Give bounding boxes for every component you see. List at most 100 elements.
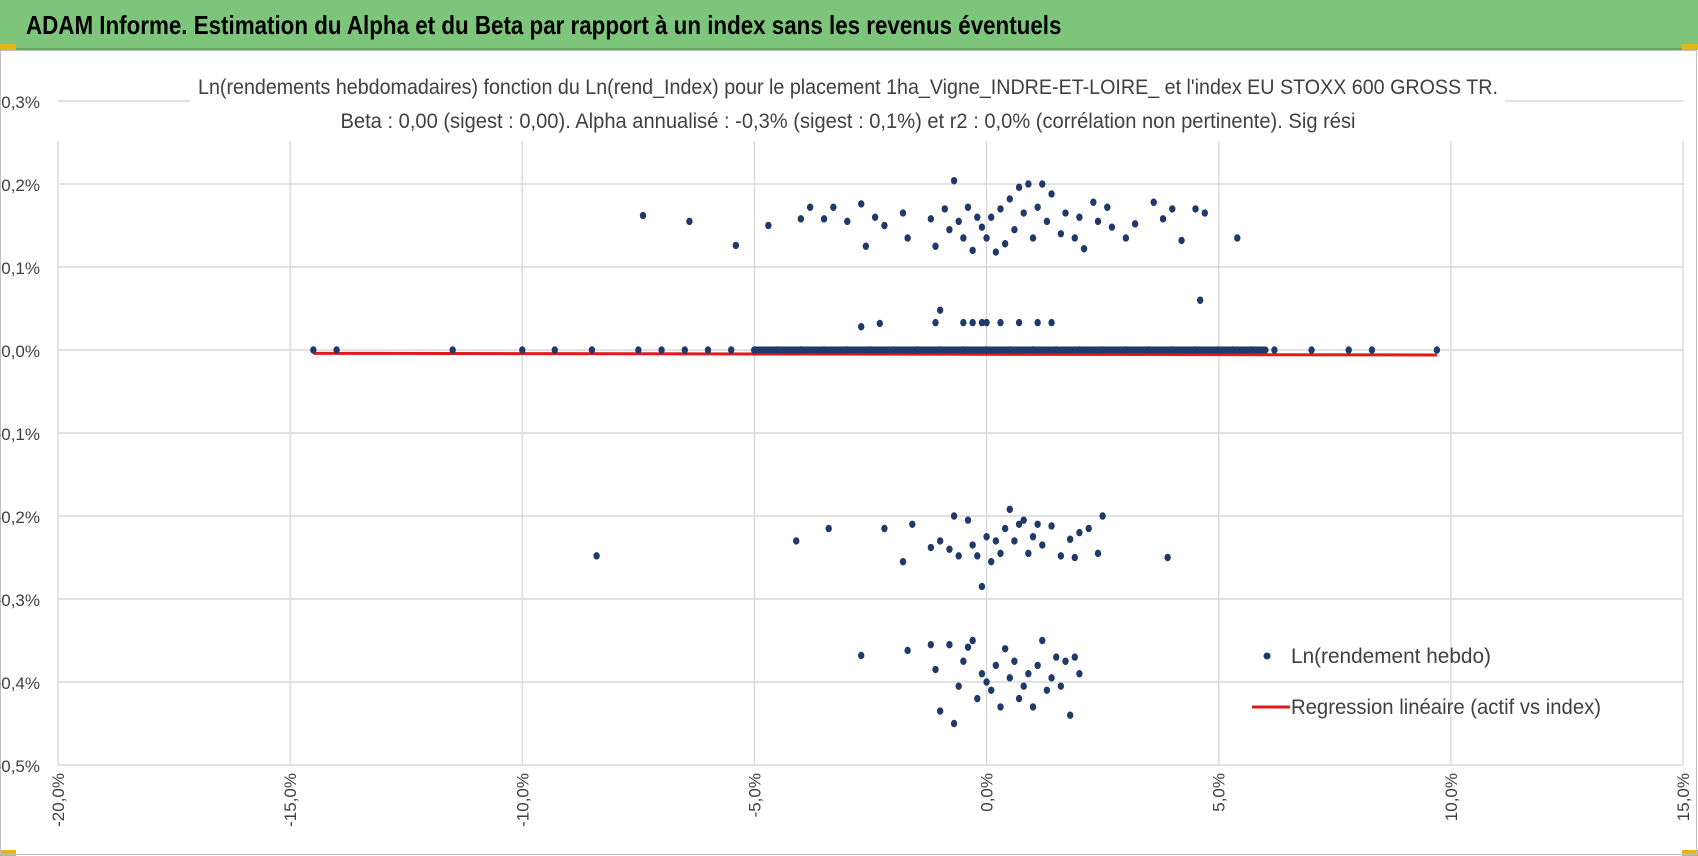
scatter-point xyxy=(1094,217,1102,226)
scatter-point xyxy=(1039,636,1046,645)
scatter-point xyxy=(1164,553,1171,562)
legend-marker-points xyxy=(1263,652,1271,660)
scatter-point xyxy=(1048,190,1055,198)
scatter-point xyxy=(1169,205,1176,213)
regression-line xyxy=(313,351,1437,357)
scatter-point xyxy=(1076,670,1083,678)
report-title: ADAM Informe. Estimation du Alpha et du … xyxy=(26,10,1062,40)
scatter-point xyxy=(988,213,995,221)
scatter-point xyxy=(1029,703,1037,711)
scatter-point xyxy=(997,205,1004,213)
scatter-point xyxy=(449,346,456,354)
scatter-point xyxy=(1015,520,1023,528)
scatter-point xyxy=(1308,346,1315,354)
scatter-point xyxy=(932,242,939,250)
scatter-point xyxy=(950,719,958,728)
scatter-point xyxy=(844,217,851,226)
scatter-point xyxy=(1090,198,1097,206)
scatter-point xyxy=(969,246,976,255)
scatter-point xyxy=(978,670,986,678)
scatter-point xyxy=(950,176,958,185)
scatter-point xyxy=(983,678,990,686)
scatter-point xyxy=(1150,198,1157,206)
y-tick-label: 0,1% xyxy=(1,259,40,278)
scatter-point xyxy=(904,234,911,242)
scatter-point xyxy=(858,323,865,331)
scatter-point xyxy=(519,346,526,354)
scatter-point xyxy=(797,215,805,223)
legend-label-points: Ln(rendement hebdo) xyxy=(1291,645,1491,668)
scatter-point xyxy=(1076,213,1083,221)
scatter-point xyxy=(844,346,851,354)
scatter-point xyxy=(681,346,688,354)
scatter-point xyxy=(1071,234,1078,242)
y-tick-label: -0,2% xyxy=(0,508,40,527)
scatter-point xyxy=(1053,653,1060,661)
scatter-point xyxy=(1108,223,1116,231)
scatter-point xyxy=(974,552,981,560)
scatter-point xyxy=(992,537,1000,545)
scatter-point xyxy=(899,557,907,566)
scatter-point xyxy=(936,346,944,354)
scatter-point xyxy=(1043,217,1051,226)
y-tick-label: 0,3% xyxy=(1,93,40,112)
scatter-point xyxy=(983,318,990,327)
scatter-point xyxy=(1011,537,1018,545)
scatter-point xyxy=(1034,520,1041,528)
scatter-point xyxy=(310,346,317,354)
scatter-point xyxy=(992,248,1000,256)
scatter-point xyxy=(1034,318,1041,327)
chart-title-line-2: Beta : 0,00 (sigest : 0,00). Alpha annua… xyxy=(341,110,1356,133)
scatter-point xyxy=(1001,645,1009,653)
scatter-point xyxy=(732,241,740,250)
scatter-point xyxy=(1020,682,1027,690)
scatter-point xyxy=(1122,234,1130,242)
scatter-point xyxy=(1025,180,1032,188)
scatter-point xyxy=(867,346,874,354)
corner-marker-bottom-right xyxy=(1682,850,1698,856)
scatter-point xyxy=(1020,516,1027,524)
scatter-point xyxy=(950,512,958,520)
scatter-point xyxy=(964,516,972,524)
scatter-point xyxy=(927,543,935,552)
scatter-point xyxy=(1029,234,1037,242)
scatter-point xyxy=(904,646,911,655)
scatter-point xyxy=(1076,528,1083,537)
scatter-point xyxy=(890,346,897,354)
scatter-point xyxy=(969,318,976,327)
scatter-point xyxy=(1080,245,1088,253)
scatter-point xyxy=(1006,505,1013,514)
scatter-point xyxy=(946,225,953,234)
regression-line-layer xyxy=(313,351,1437,357)
scatter-point xyxy=(1062,209,1069,217)
scatter-point xyxy=(969,636,976,645)
x-tick-label: -10,0% xyxy=(513,773,532,827)
scatter-point xyxy=(974,694,981,703)
scatter-point xyxy=(927,640,935,649)
scatter-point xyxy=(1192,205,1199,213)
scatter-point xyxy=(1066,711,1074,719)
scatter-point xyxy=(1145,346,1153,354)
scatter-point xyxy=(969,541,976,549)
corner-marker-bottom-left xyxy=(0,850,16,856)
scatter-point xyxy=(946,545,953,553)
scatter-point xyxy=(997,703,1004,711)
scatter-point xyxy=(1029,346,1037,354)
scatter-point xyxy=(1099,512,1106,520)
scatter-point xyxy=(1122,346,1130,354)
scatter-point xyxy=(686,217,693,226)
scatter-point xyxy=(793,537,800,545)
scatter-point xyxy=(1229,346,1236,354)
scatter-point xyxy=(876,319,883,328)
x-tick-label: 15,0% xyxy=(1674,773,1693,821)
chart-title-line-1: Ln(rendements hebdomadaires) fonction du… xyxy=(198,76,1498,99)
scatter-point xyxy=(635,346,642,354)
scatter-point xyxy=(551,346,558,354)
scatter-point xyxy=(333,346,340,354)
scatter-point xyxy=(1034,203,1041,211)
scatter-point xyxy=(1076,346,1083,354)
scatter-point xyxy=(1057,552,1065,560)
scatter-point xyxy=(1039,180,1046,188)
x-tick-label: -5,0% xyxy=(745,773,764,817)
scatter-point xyxy=(881,524,888,533)
